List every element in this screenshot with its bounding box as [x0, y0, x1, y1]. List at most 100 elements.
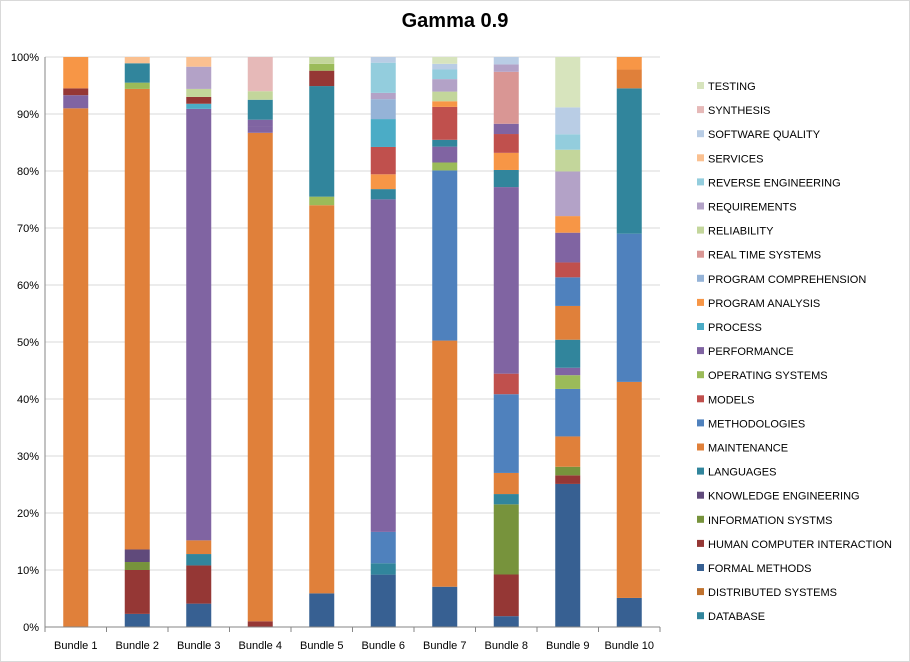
bar-segment-program-analysis	[432, 101, 458, 107]
legend-swatch	[697, 443, 704, 451]
bar-segment-maintenance	[555, 305, 581, 340]
bar-segment-models	[493, 373, 519, 395]
bar-segment-formal-methods	[555, 483, 581, 627]
x-tick-label: Bundle 4	[239, 640, 282, 652]
bar-segment-requirements	[370, 92, 396, 100]
axes	[44, 57, 661, 632]
legend-item-requirements: REQUIREMENTS	[697, 202, 797, 214]
bar-segment-methodologies	[555, 277, 581, 306]
bar-segment-requirements	[493, 64, 519, 72]
y-tick-label: 30%	[17, 451, 39, 463]
y-tick-label: 0%	[23, 622, 39, 634]
bar-segment-formal-methods	[432, 586, 458, 627]
legend-swatch	[697, 612, 704, 620]
legend-swatch	[697, 226, 704, 234]
legend-swatch	[697, 154, 704, 162]
bar-segment-languages	[186, 554, 212, 566]
bar-segment-synthesis	[247, 57, 273, 92]
bar-segment-human-computer-interaction	[63, 88, 89, 96]
legend-swatch	[697, 106, 704, 114]
legend-swatch	[697, 419, 704, 427]
bar-segment-languages	[247, 99, 273, 120]
bar-segment-maintenance	[63, 108, 89, 628]
legend-label: FORMAL METHODS	[708, 563, 812, 575]
bar-segment-performance	[555, 232, 581, 263]
legend-item-reverse-engineering: REVERSE ENGINEERING	[697, 177, 841, 189]
legend-item-knowledge-engineering: KNOWLEDGE ENGINEERING	[697, 491, 860, 503]
bar-segment-program-analysis	[370, 174, 396, 190]
bar-segment-performance	[370, 199, 396, 532]
x-tick-label: Bundle 7	[423, 640, 466, 652]
legend-label: SERVICES	[708, 153, 763, 165]
bars	[63, 57, 642, 628]
legend-item-information-systms: INFORMATION SYSTMS	[697, 515, 832, 527]
legend-item-database: DATABASE	[697, 611, 765, 623]
bar-segment-methodologies	[432, 170, 458, 341]
bar-segment-methodologies	[555, 388, 581, 437]
bar-segment-formal-methods	[124, 613, 150, 627]
bar-segment-human-computer-interaction	[555, 475, 581, 484]
legend-label: REVERSE ENGINEERING	[708, 177, 841, 189]
legend-item-reliability: RELIABILITY	[697, 226, 774, 238]
y-tick-label: 20%	[17, 508, 39, 520]
bar-segment-maintenance	[309, 205, 335, 594]
legend-label: REAL TIME SYSTEMS	[708, 250, 821, 262]
bar-segment-maintenance	[124, 88, 150, 550]
x-tick-label: Bundle 2	[116, 640, 159, 652]
bar-segment-formal-methods	[616, 597, 642, 627]
bar-segment-testing	[432, 57, 458, 64]
bar-segment-reliability	[432, 91, 458, 102]
bar-segment-human-computer-interaction	[493, 574, 519, 617]
bar-segment-human-computer-interaction	[186, 565, 212, 604]
bar-segment-services	[124, 57, 150, 64]
bar-segment-reverse-engineering	[370, 62, 396, 93]
bar-segment-maintenance	[555, 436, 581, 467]
bar-segment-performance	[247, 126, 273, 133]
bar-segment-performance	[247, 119, 273, 127]
bar-bundle-8	[493, 57, 519, 627]
legend-item-operating-systems: OPERATING SYSTEMS	[697, 370, 828, 382]
legend-item-real-time-systems: REAL TIME SYSTEMS	[697, 250, 821, 262]
x-tick-labels: Bundle 1 Bundle 2 Bundle 3 Bundle 4 Bundle 5…	[54, 640, 654, 652]
bar-segment-requirements	[432, 79, 458, 92]
bar-segment-reliability	[186, 88, 212, 97]
legend-swatch	[697, 539, 704, 547]
bar-bundle-10	[616, 57, 642, 627]
bar-segment-operating-systems	[124, 82, 150, 89]
bar-segment-knowledge-engineering	[124, 549, 150, 563]
y-tick-label: 70%	[17, 223, 39, 235]
bar-segment-reverse-engineering	[555, 134, 581, 150]
legend-label: LANGUAGES	[708, 467, 776, 479]
bar-segment-models	[432, 106, 458, 140]
bar-segment-human-computer-interaction	[247, 621, 273, 627]
legend-item-services: SERVICES	[697, 153, 763, 165]
bar-segment-models	[370, 146, 396, 175]
bar-segment-requirements	[555, 171, 581, 217]
bar-segment-maintenance	[616, 381, 642, 598]
legend-swatch	[697, 298, 704, 306]
legend-label: SYNTHESIS	[708, 105, 770, 117]
bar-segment-performance	[493, 123, 519, 135]
legend-swatch	[697, 347, 704, 355]
bar-bundle-3	[186, 57, 212, 627]
legend-swatch	[697, 130, 704, 138]
legend-swatch	[697, 178, 704, 186]
bar-segment-reliability	[309, 57, 335, 64]
bar-segment-languages	[309, 86, 335, 197]
legend-label: HUMAN COMPUTER INTERACTION	[708, 539, 892, 551]
bar-segment-methodologies	[493, 394, 519, 473]
y-tick-label: 80%	[17, 166, 39, 178]
bar-bundle-1	[63, 57, 89, 628]
bar-bundle-5	[309, 57, 335, 627]
bar-segment-maintenance	[616, 69, 642, 89]
bar-segment-software-quality	[493, 57, 519, 65]
bar-bundle-2	[124, 57, 150, 627]
bar-segment-reliability	[555, 149, 581, 172]
bar-segment-operating-systems	[309, 63, 335, 71]
legend-label: PROGRAM COMPREHENSION	[708, 274, 866, 286]
legend-item-performance: PERFORMANCE	[697, 346, 794, 358]
bar-segment-program-comprehension	[370, 99, 396, 120]
legend-swatch	[697, 250, 704, 258]
y-tick-label: 10%	[17, 565, 39, 577]
bar-segment-real-time-systems	[493, 71, 519, 124]
